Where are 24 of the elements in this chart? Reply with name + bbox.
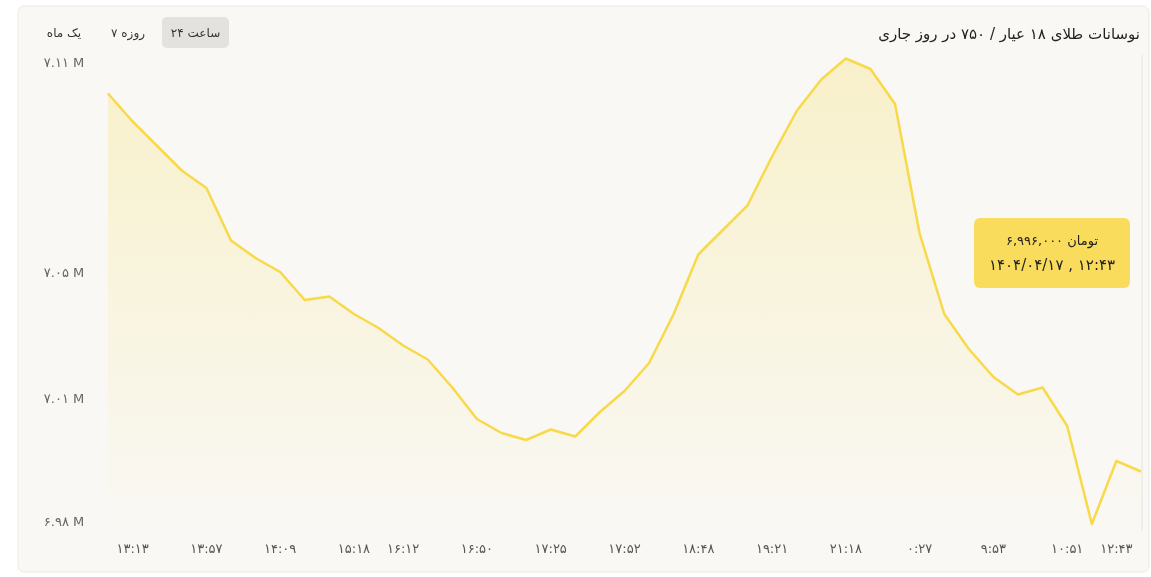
y-tick-label: ۷.۱۱ M	[43, 55, 85, 70]
x-tick-label: ۱۳:۱۳	[116, 541, 149, 556]
x-tick-label: ۱۳:۵۷	[190, 541, 223, 556]
text: یک ماه	[46, 26, 82, 40]
x-tick-label: ۱۴:۰۹	[264, 541, 297, 556]
x-tick-label: ۱۷:۵۲	[608, 541, 641, 556]
y-tick-label: ۶.۹۸ M	[43, 513, 85, 529]
y-tick-label: ۷.۰۵ M	[43, 265, 85, 280]
x-tick-label: ۱۶:۵۰	[460, 541, 494, 556]
text: ۲۴ ساعت	[170, 26, 221, 40]
chart-title: نوسانات طلای ۱۸ عیار / ۷۵۰ در روز جاری	[878, 25, 1140, 43]
x-tick-label: ۱۸:۴۸	[682, 541, 715, 556]
x-tick-label: ۲۱:۱۸	[829, 541, 863, 556]
x-tick-label: ۱۷:۲۵	[534, 541, 567, 556]
x-tick-label: ۱۵:۱۸	[337, 541, 371, 556]
x-tick-label: ۹:۵۳	[980, 541, 1007, 556]
y-tick-label: ۷.۰۱ M	[43, 391, 85, 406]
text: ۷ روزه	[111, 26, 146, 41]
annotation: ۶,۹۹۶,۰۰۰ تومان ۱۴۰۴/۰۴/۱۷ , ۱۲:۴۳	[988, 233, 1116, 274]
x-tick-label: ۱۲:۴۳	[1100, 541, 1133, 556]
x-tick-label: ۱۹:۲۱	[755, 541, 789, 556]
x-tick-label: ۱۶:۱۲	[386, 541, 420, 556]
x-tick-label: ۰:۲۷	[906, 541, 933, 556]
x-tick-label: ۱۰:۵۱	[1051, 541, 1084, 556]
